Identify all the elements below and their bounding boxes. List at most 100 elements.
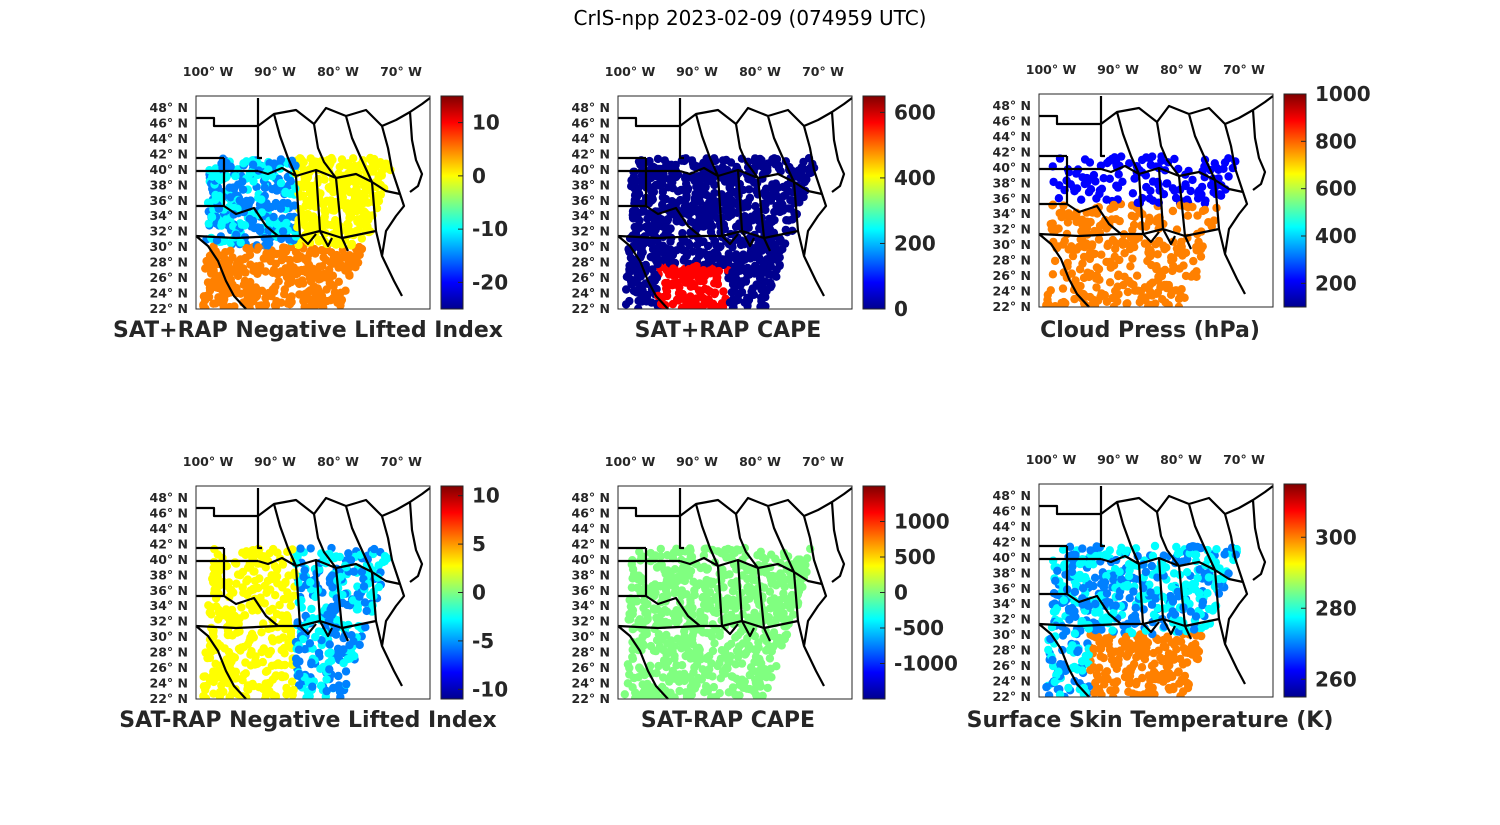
map-panel-3: 100° W 90° W 80° W 70° W 48° N 46° N 44° N 42° … <box>943 62 1423 390</box>
map-panel-6: 100° W 90° W 80° W 70° W 48° N 46° N 44° N 42° … <box>943 452 1423 780</box>
y-tick-label: 46° N <box>572 115 610 130</box>
colorbar <box>1283 93 1307 308</box>
y-tick-label: 38° N <box>993 175 1031 190</box>
y-tick-label: 28° N <box>150 255 188 270</box>
colorbar-tick-label: 300 <box>1315 525 1357 549</box>
colorbar-tick-label: 400 <box>1315 224 1357 248</box>
y-tick-label: 38° N <box>993 565 1031 580</box>
colorbar-tick-label: 0 <box>472 164 486 188</box>
map-panel-1: 100° W 90° W 80° W 70° W 48° N 46° N 44° N 42° … <box>100 64 580 392</box>
y-tick-label: 36° N <box>993 191 1031 206</box>
x-tick-label: 80° W <box>317 64 359 79</box>
y-tick-label: 28° N <box>572 645 610 660</box>
y-tick-label: 46° N <box>150 505 188 520</box>
panel-title: Surface Skin Temperature (K) <box>966 708 1334 733</box>
panel-title: SAT+RAP Negative Lifted Index <box>113 318 503 343</box>
y-tick-label: 28° N <box>150 645 188 660</box>
colorbar-tick-label: 0 <box>472 581 486 605</box>
y-tick-label: 40° N <box>572 552 610 567</box>
y-tick-label: 38° N <box>572 177 610 192</box>
colorbar <box>862 95 886 310</box>
y-tick-label: 28° N <box>572 255 610 270</box>
y-tick-label: 48° N <box>572 100 610 115</box>
map-plot: 100° W 90° W 80° W 70° W 48° N46° N44° N42° … <box>572 454 958 706</box>
y-tick-label: 46° N <box>572 505 610 520</box>
x-tick-label: 80° W <box>739 64 781 79</box>
y-tick-label: 30° N <box>572 239 610 254</box>
x-tick-label: 80° W <box>317 454 359 469</box>
y-tick-label: 36° N <box>993 581 1031 596</box>
y-tick-label: 30° N <box>993 627 1031 642</box>
y-tick-label: 42° N <box>993 534 1031 549</box>
map-plot: 100° W 90° W 80° W 70° W 48° N46° N44° N42° … <box>150 64 509 316</box>
colorbar-tick-label: -500 <box>894 616 944 640</box>
x-tick-label: 90° W <box>1097 62 1139 77</box>
y-tick-label: 38° N <box>150 567 188 582</box>
map-panel-4: 100° W 90° W 80° W 70° W 48° N 46° N 44° N 42° … <box>100 454 580 782</box>
map-plot: 100° W 90° W 80° W 70° W 48° N46° N44° N42° … <box>150 454 509 706</box>
map-plot: 100° W 90° W 80° W 70° W 48° N46° N44° N42° … <box>572 64 936 321</box>
colorbar-tick-label: 600 <box>1315 177 1357 201</box>
y-tick-label: 42° N <box>572 146 610 161</box>
colorbar-tick-label: -10 <box>472 217 508 241</box>
y-tick-label: 28° N <box>993 253 1031 268</box>
x-tick-label: 90° W <box>1097 452 1139 467</box>
y-tick-label: 34° N <box>993 206 1031 221</box>
y-tick-label: 32° N <box>150 614 188 629</box>
panel-title: SAT-RAP Negative Lifted Index <box>119 708 497 733</box>
colorbar-tick-label: 400 <box>894 166 936 190</box>
y-tick-label: 22° N <box>993 689 1031 704</box>
y-tick-label: 34° N <box>993 596 1031 611</box>
y-tick-label: 44° N <box>993 519 1031 534</box>
y-tick-label: 46° N <box>150 115 188 130</box>
x-tick-label: 80° W <box>1160 62 1202 77</box>
y-tick-label: 22° N <box>572 691 610 706</box>
map-plot: 100° W 90° W 80° W 70° W 48° N46° N44° N42° … <box>993 452 1357 704</box>
y-tick-label: 36° N <box>572 193 610 208</box>
y-tick-label: 32° N <box>993 612 1031 627</box>
x-tick-label: 80° W <box>1160 452 1202 467</box>
panel-title: Cloud Press (hPa) <box>1040 318 1260 343</box>
y-tick-label: 44° N <box>572 521 610 536</box>
y-tick-label: 26° N <box>993 658 1031 673</box>
y-tick-label: 26° N <box>572 270 610 285</box>
x-tick-label: 70° W <box>1223 62 1265 77</box>
y-tick-label: 46° N <box>993 503 1031 518</box>
colorbar-tick-label: 5 <box>472 532 486 556</box>
y-tick-label: 40° N <box>150 162 188 177</box>
x-tick-label: 70° W <box>380 454 422 469</box>
y-tick-label: 48° N <box>993 488 1031 503</box>
y-tick-label: 48° N <box>150 100 188 115</box>
x-tick-label: 100° W <box>1026 62 1077 77</box>
x-tick-label: 100° W <box>1026 452 1077 467</box>
y-tick-label: 34° N <box>572 598 610 613</box>
y-tick-label: 32° N <box>993 222 1031 237</box>
x-tick-label: 100° W <box>605 64 656 79</box>
y-tick-label: 48° N <box>150 490 188 505</box>
y-tick-label: 26° N <box>993 268 1031 283</box>
y-tick-label: 36° N <box>150 583 188 598</box>
y-tick-label: 34° N <box>572 208 610 223</box>
x-tick-label: 100° W <box>183 454 234 469</box>
y-tick-label: 44° N <box>572 131 610 146</box>
y-tick-label: 44° N <box>993 129 1031 144</box>
y-tick-label: 24° N <box>993 284 1031 299</box>
y-tick-label: 34° N <box>150 598 188 613</box>
y-tick-label: 42° N <box>993 144 1031 159</box>
x-tick-label: 70° W <box>380 64 422 79</box>
y-tick-label: 22° N <box>993 299 1031 314</box>
x-tick-label: 90° W <box>676 64 718 79</box>
y-tick-label: 46° N <box>993 113 1031 128</box>
y-tick-label: 36° N <box>572 583 610 598</box>
y-tick-label: 30° N <box>150 629 188 644</box>
colorbar-tick-label: 0 <box>894 297 908 321</box>
y-tick-label: 32° N <box>150 224 188 239</box>
colorbar-tick-label: 10 <box>472 111 500 135</box>
x-tick-label: 70° W <box>802 64 844 79</box>
y-tick-label: 38° N <box>572 567 610 582</box>
y-tick-label: 42° N <box>572 536 610 551</box>
colorbar-tick-label: -5 <box>472 629 494 653</box>
colorbar-tick-label: 260 <box>1315 667 1357 691</box>
y-tick-label: 30° N <box>150 239 188 254</box>
y-tick-label: 26° N <box>150 270 188 285</box>
